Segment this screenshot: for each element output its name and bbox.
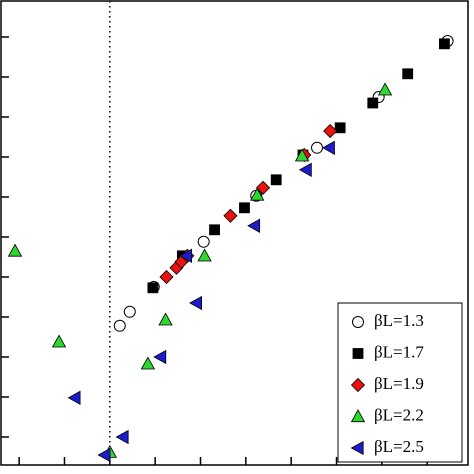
point	[159, 269, 174, 285]
point	[255, 180, 271, 195]
point	[367, 97, 379, 109]
point	[189, 295, 203, 311]
point	[197, 248, 212, 262]
point	[377, 82, 393, 96]
legend-marker	[350, 409, 366, 423]
legend-marker	[350, 377, 366, 393]
point	[7, 243, 23, 257]
legend-marker	[352, 316, 364, 328]
point	[153, 349, 167, 365]
point	[179, 248, 193, 263]
point	[115, 429, 129, 445]
point	[294, 148, 310, 162]
point	[323, 123, 338, 139]
legend-marker	[350, 440, 364, 456]
point	[223, 208, 238, 223]
point	[402, 68, 414, 80]
legend-label: βL=2.5	[374, 437, 424, 456]
point	[209, 224, 220, 236]
point	[311, 141, 324, 154]
legend-label: βL=2.2	[374, 405, 424, 424]
legend-label: βL=1.7	[374, 342, 424, 361]
point	[239, 202, 250, 214]
point	[147, 282, 159, 294]
point	[270, 174, 282, 186]
point	[113, 319, 126, 332]
point	[197, 235, 210, 248]
point	[439, 38, 450, 50]
point	[249, 187, 265, 201]
point	[334, 122, 346, 134]
point	[321, 140, 335, 155]
point	[123, 305, 136, 318]
point	[247, 218, 261, 233]
legend-label: βL=1.9	[374, 374, 424, 393]
plot-frame	[0, 0, 469, 466]
legend-marker	[352, 348, 364, 359]
point	[140, 356, 156, 370]
point	[97, 447, 111, 463]
point	[67, 390, 81, 405]
legend-label: βL=1.3	[374, 311, 424, 330]
point	[51, 334, 67, 348]
point	[298, 162, 312, 177]
point	[158, 312, 173, 326]
